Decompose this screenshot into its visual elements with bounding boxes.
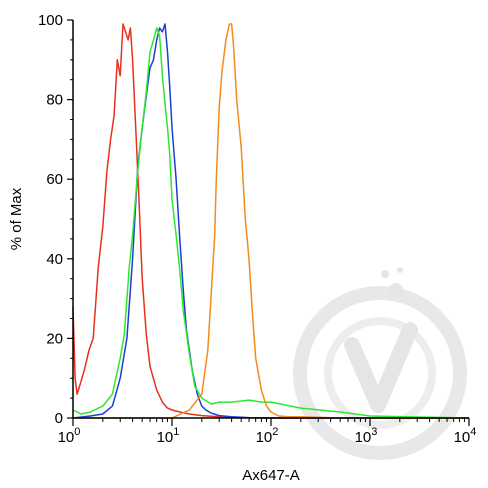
x-axis-ticks: 100 101 102 103 104 (58, 418, 477, 446)
x-tick-label: 104 (454, 426, 477, 446)
series-line-1 (72, 23, 469, 419)
x-tick-label: 101 (157, 426, 180, 446)
y-tick-label: 60 (46, 171, 63, 188)
series-line-3 (72, 27, 470, 419)
science-exchange-network-watermark (293, 267, 467, 460)
x-tick-label: 103 (355, 426, 378, 446)
x-tick-label: 102 (256, 426, 279, 446)
x-tick-label: 100 (58, 426, 81, 446)
y-tick-label: 100 (38, 12, 63, 29)
y-tick-label: 0 (55, 410, 63, 427)
series-line-2 (72, 23, 469, 419)
y-axis-title: % of Max (8, 187, 25, 250)
series-line-4 (73, 23, 469, 419)
y-tick-label: 80 (46, 92, 63, 109)
y-axis-ticks: 0 20 40 60 80 100 (38, 12, 73, 427)
y-tick-label: 40 (46, 251, 63, 268)
histogram-series (72, 23, 470, 419)
y-tick-label: 20 (46, 330, 63, 347)
x-axis-title: Ax647-A (242, 467, 300, 484)
